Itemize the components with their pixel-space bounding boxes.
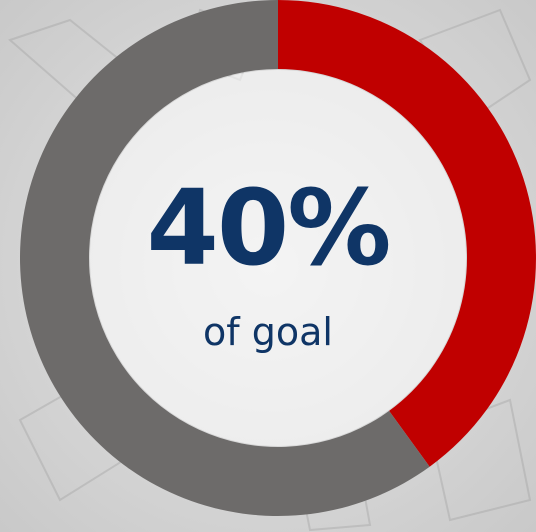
- donut-slice-remaining: [19, 0, 430, 516]
- goal-caption: of goal: [203, 310, 333, 354]
- donut-slice-achieved: [278, 0, 536, 467]
- percent-value: 40%: [146, 167, 392, 289]
- donut-center-disc: [90, 70, 466, 446]
